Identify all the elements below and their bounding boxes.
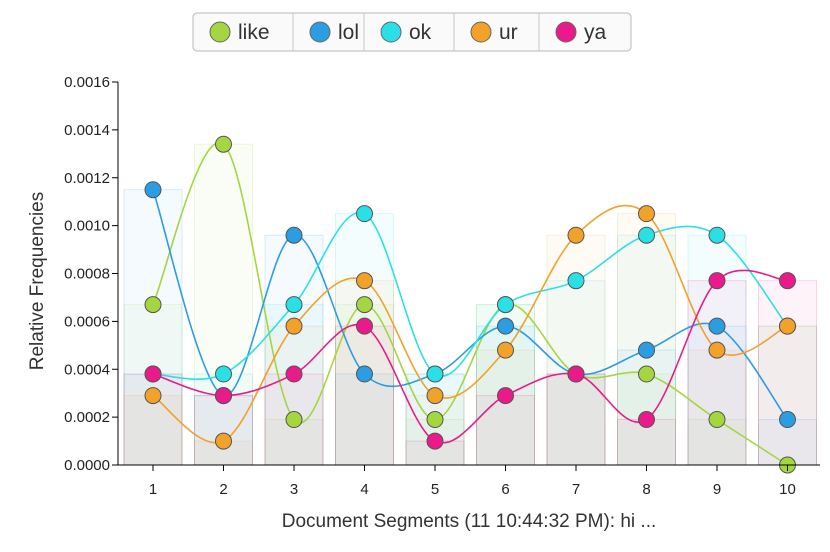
point-ya-7[interactable] xyxy=(568,366,584,382)
bar-ya-2 xyxy=(195,396,253,465)
x-tick-label: 8 xyxy=(642,481,650,498)
point-like-9[interactable] xyxy=(709,412,725,428)
point-ya-3[interactable] xyxy=(286,366,302,382)
legend-swatch-ok xyxy=(381,22,401,42)
y-tick-label: 0.0012 xyxy=(64,170,110,187)
x-tick-label: 2 xyxy=(219,481,227,498)
point-like-4[interactable] xyxy=(357,297,373,313)
x-tick-label: 9 xyxy=(713,481,721,498)
y-tick-label: 0.0008 xyxy=(64,266,110,283)
legend-label-ok: ok xyxy=(409,21,432,44)
point-ur-8[interactable] xyxy=(639,206,655,222)
point-ok-8[interactable] xyxy=(639,227,655,243)
y-tick-label: 0.0016 xyxy=(64,74,110,91)
point-lol-9[interactable] xyxy=(709,318,725,334)
bar-ya-6 xyxy=(477,396,535,465)
y-tick-label: 0.0002 xyxy=(64,409,110,426)
y-tick-label: 0.0014 xyxy=(64,122,110,139)
legend-swatch-like xyxy=(210,22,230,42)
x-tick-label: 3 xyxy=(290,481,298,498)
point-ok-5[interactable] xyxy=(427,366,443,382)
legend-item-like[interactable]: like xyxy=(210,21,270,44)
y-tick-label: 0.0004 xyxy=(64,361,110,378)
point-like-2[interactable] xyxy=(216,136,232,152)
legend-swatch-ur xyxy=(471,22,491,42)
x-tick-label: 4 xyxy=(360,481,368,498)
point-ok-3[interactable] xyxy=(286,297,302,313)
point-ur-10[interactable] xyxy=(780,318,796,334)
legend-swatch-ya xyxy=(556,22,576,42)
x-tick-label: 7 xyxy=(572,481,580,498)
bar-ya-4 xyxy=(336,326,394,465)
point-ur-2[interactable] xyxy=(216,433,232,449)
point-ok-2[interactable] xyxy=(216,366,232,382)
point-like-8[interactable] xyxy=(639,366,655,382)
legend-label-lol: lol xyxy=(338,21,359,44)
point-ya-2[interactable] xyxy=(216,388,232,404)
point-ya-8[interactable] xyxy=(639,412,655,428)
y-axis-ticks: 0.0000 0.0002 0.0004 0.0006 0.0008 0.0010 0.00… xyxy=(64,74,118,474)
y-tick-label: 0.0010 xyxy=(64,218,110,235)
y-axis-title: Relative Frequencies xyxy=(27,192,48,370)
x-tick-label: 10 xyxy=(779,481,796,498)
point-lol-1[interactable] xyxy=(145,182,161,198)
point-ur-7[interactable] xyxy=(568,227,584,243)
point-lol-4[interactable] xyxy=(357,366,373,382)
y-tick-label: 0.0006 xyxy=(64,313,110,330)
bar-ya-9 xyxy=(688,281,746,465)
point-ya-5[interactable] xyxy=(427,433,443,449)
point-ur-3[interactable] xyxy=(286,318,302,334)
point-ur-5[interactable] xyxy=(427,388,443,404)
point-ya-4[interactable] xyxy=(357,318,373,334)
point-lol-3[interactable] xyxy=(286,227,302,243)
y-tick-label: 0.0000 xyxy=(64,457,110,474)
point-ya-10[interactable] xyxy=(780,273,796,289)
point-lol-6[interactable] xyxy=(498,318,514,334)
x-tick-label: 1 xyxy=(149,481,157,498)
x-tick-label: 6 xyxy=(501,481,509,498)
point-ok-4[interactable] xyxy=(357,206,373,222)
point-ya-9[interactable] xyxy=(709,273,725,289)
point-ok-9[interactable] xyxy=(709,227,725,243)
point-ya-6[interactable] xyxy=(498,388,514,404)
legend-label-like: like xyxy=(238,21,270,44)
x-axis-ticks: 1 2 3 4 5 6 7 8 9 10 xyxy=(149,465,796,498)
legend-label-ya: ya xyxy=(584,21,607,44)
bar-ya-10 xyxy=(759,281,817,465)
point-like-5[interactable] xyxy=(427,412,443,428)
legend-swatch-lol xyxy=(310,22,330,42)
x-tick-label: 5 xyxy=(431,481,439,498)
point-ur-4[interactable] xyxy=(357,273,373,289)
legend: like lol ok ur ya xyxy=(193,13,631,51)
point-like-3[interactable] xyxy=(286,412,302,428)
point-ur-1[interactable] xyxy=(145,388,161,404)
point-ur-9[interactable] xyxy=(709,342,725,358)
x-axis-title: Document Segments (11 10:44:32 PM): hi .… xyxy=(282,511,657,532)
point-ya-1[interactable] xyxy=(145,366,161,382)
point-ur-6[interactable] xyxy=(498,342,514,358)
point-lol-10[interactable] xyxy=(780,412,796,428)
point-lol-8[interactable] xyxy=(639,342,655,358)
legend-label-ur: ur xyxy=(499,21,518,44)
point-ok-7[interactable] xyxy=(568,273,584,289)
point-like-1[interactable] xyxy=(145,297,161,313)
point-ok-6[interactable] xyxy=(498,297,514,313)
